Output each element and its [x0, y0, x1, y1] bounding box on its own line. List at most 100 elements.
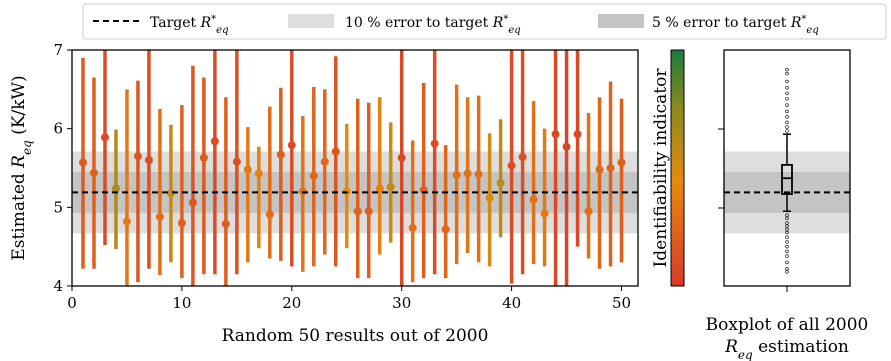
outlier: [785, 67, 789, 72]
data-point: [243, 165, 252, 174]
colorbar: Identifiability indicator: [651, 49, 685, 287]
outlier: [785, 227, 789, 232]
box-iqr: [781, 163, 793, 195]
data-point: [375, 184, 384, 193]
outlier: [785, 71, 789, 76]
boxplot-xlabel-line1: Boxplot of all 2000: [706, 315, 869, 335]
y-tick-label: 7: [53, 41, 63, 59]
data-point: [463, 169, 472, 178]
data-point: [364, 207, 373, 216]
colorbar-gradient: [670, 49, 685, 287]
outlier: [785, 216, 789, 221]
x-tick-label: 40: [502, 294, 521, 312]
x-tick-label: 30: [392, 294, 411, 312]
y-tick-label: 5: [53, 198, 63, 216]
data-point: [518, 152, 527, 161]
data-point: [584, 207, 593, 216]
data-point: [320, 157, 329, 166]
outlier: [785, 230, 789, 235]
y-ticks: 4 5 6 7: [53, 41, 72, 295]
outlier: [785, 235, 789, 239]
data-point: [254, 169, 263, 178]
legend-band5-swatch: [598, 14, 644, 28]
legend-band10-label: 10 % error to target R*eq: [345, 14, 521, 36]
data-point: [100, 133, 109, 142]
legend: Target R*eq 10 % error to target R*eq 5 …: [82, 3, 887, 40]
outlier: [785, 125, 789, 129]
data-point: [78, 158, 87, 167]
data-point: [199, 153, 208, 162]
data-point: [430, 139, 439, 148]
data-point: [507, 161, 516, 170]
x-ticks: 0 10 20 30 40 50: [67, 286, 631, 312]
outlier: [785, 120, 789, 125]
data-point: [452, 171, 461, 180]
outlier: [785, 115, 789, 119]
data-point: [155, 212, 164, 221]
data-point: [353, 207, 362, 216]
data-point: [617, 158, 626, 167]
data-point: [210, 137, 219, 146]
data-point: [397, 153, 406, 162]
outlier: [785, 249, 789, 254]
outlier: [785, 221, 789, 225]
x-tick-label: 20: [282, 294, 301, 312]
outlier: [785, 129, 789, 133]
main-plot: 4 5 6 7 0 10 20 30 40 50 Estimated Req (K/kW) Ra…: [9, 41, 639, 346]
data-point: [485, 193, 494, 202]
error-bars: [78, 50, 626, 286]
data-point: [562, 142, 571, 151]
data-point: [177, 219, 186, 228]
data-point: [408, 223, 417, 232]
outlier: [785, 103, 789, 107]
data-point: [232, 157, 241, 166]
y-axis-label: Estimated Req (K/kW): [9, 75, 34, 260]
data-point: [188, 198, 197, 207]
data-point: [144, 156, 153, 165]
data-point: [89, 168, 98, 177]
data-point: [221, 219, 230, 228]
outlier: [785, 254, 789, 258]
data-point: [309, 171, 318, 180]
data-point: [265, 210, 274, 219]
outlier: [785, 266, 789, 271]
outlier: [785, 260, 789, 265]
data-point: [551, 130, 560, 139]
x-axis-label: Random 50 results out of 2000: [222, 326, 489, 346]
data-point: [386, 182, 395, 191]
y-tick-label: 6: [53, 120, 63, 138]
data-point: [111, 184, 120, 193]
y-tick-label: 4: [53, 277, 63, 295]
outlier: [785, 91, 789, 95]
data-point: [573, 130, 582, 139]
outlier: [785, 97, 789, 101]
boxplot-xlabel-line2: Req estimation: [724, 337, 849, 361]
outlier: [785, 86, 789, 90]
x-tick-label: 10: [172, 294, 191, 312]
outlier: [785, 244, 789, 249]
outlier: [785, 240, 789, 244]
outlier: [785, 224, 789, 228]
data-point: [331, 147, 340, 156]
legend-target-label: Target R*eq: [150, 14, 229, 36]
outlier: [785, 213, 789, 217]
data-point: [166, 189, 175, 198]
boxplot: [781, 67, 793, 274]
data-point: [540, 209, 549, 218]
data-point: [122, 217, 131, 226]
x-tick-label: 50: [612, 294, 631, 312]
boxplot-panel: Boxplot of all 2000 Req estimation: [706, 49, 869, 361]
outlier: [785, 270, 789, 274]
data-point: [496, 178, 505, 187]
outlier: [785, 109, 789, 114]
legend-band5-label: 5 % error to target R*eq: [652, 14, 819, 36]
colorbar-label: Identifiability indicator: [651, 68, 671, 268]
data-point: [474, 170, 483, 179]
x-tick-label: 0: [67, 294, 77, 312]
legend-band10-swatch: [288, 14, 334, 28]
data-point: [595, 165, 604, 174]
data-point: [529, 195, 538, 204]
data-point: [606, 164, 615, 172]
outlier: [785, 79, 789, 84]
